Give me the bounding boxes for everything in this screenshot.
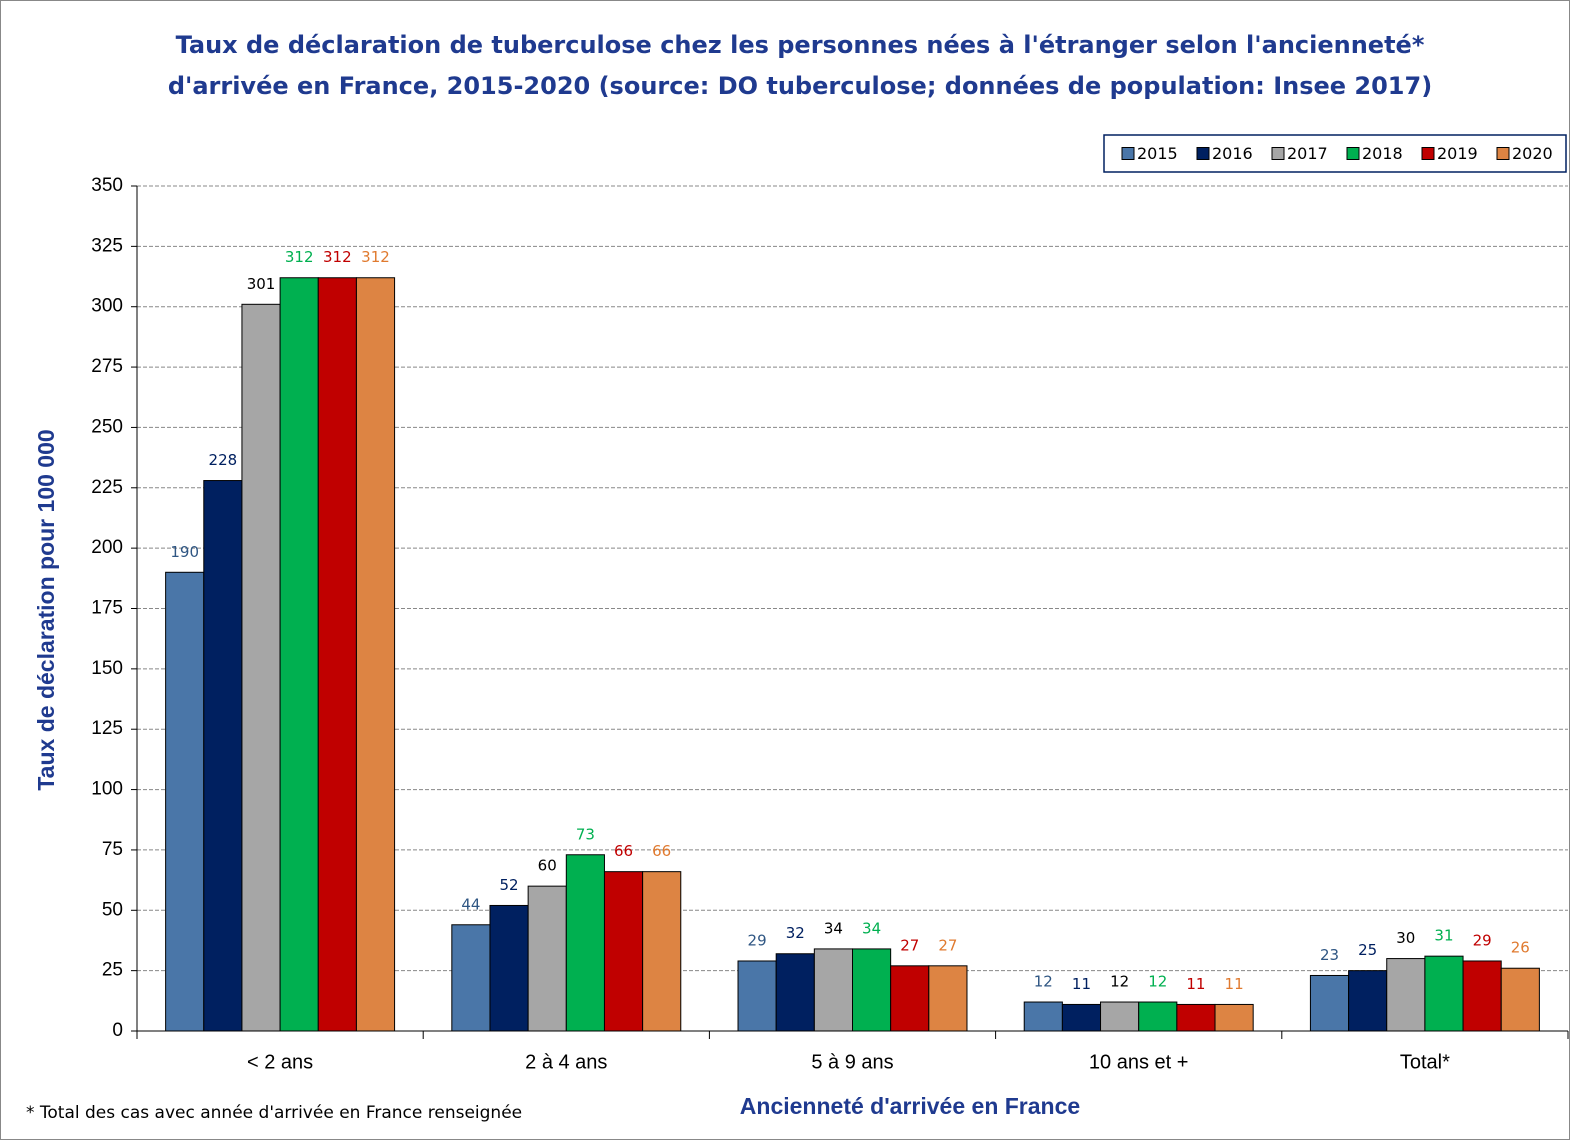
bar xyxy=(1176,1003,1216,1032)
legend-box xyxy=(1103,134,1567,173)
legend-swatch xyxy=(1196,147,1210,160)
data-label: 11 xyxy=(1072,975,1091,993)
data-label: 12 xyxy=(1034,973,1053,991)
legend-swatch xyxy=(1421,147,1435,160)
bar xyxy=(565,854,605,1032)
bar xyxy=(603,871,644,1032)
legend-swatch xyxy=(1271,147,1285,160)
x-tick-label: 2 à 4 ans xyxy=(525,1051,607,1073)
data-label: 30 xyxy=(1396,929,1415,947)
x-tick-label: 5 à 9 ans xyxy=(811,1051,893,1073)
y-tick-label: 225 xyxy=(91,477,123,498)
data-label: 60 xyxy=(538,857,557,875)
bar xyxy=(317,277,357,1032)
data-label: 23 xyxy=(1320,946,1339,964)
bar xyxy=(813,948,854,1032)
bar xyxy=(203,480,243,1032)
data-label: 312 xyxy=(323,248,352,266)
bar xyxy=(489,904,529,1032)
data-label: 11 xyxy=(1186,975,1205,993)
y-tick-label: 25 xyxy=(102,960,123,981)
legend-label: 2017 xyxy=(1287,144,1328,163)
bar xyxy=(279,277,319,1032)
y-tick-label: 100 xyxy=(91,779,123,800)
bar xyxy=(928,965,968,1032)
x-tick-label: Total* xyxy=(1400,1051,1450,1073)
bar xyxy=(1100,1001,1140,1032)
legend-label: 2015 xyxy=(1137,144,1178,163)
bar xyxy=(1138,1001,1178,1032)
bar xyxy=(737,960,777,1032)
bar xyxy=(1214,1003,1254,1032)
bar xyxy=(241,303,281,1032)
footnote: * Total des cas avec année d'arrivée en … xyxy=(26,1103,522,1123)
y-tick-label: 275 xyxy=(91,356,123,377)
legend-label: 2020 xyxy=(1512,144,1553,163)
legend-swatch xyxy=(1496,147,1510,160)
bar xyxy=(1500,967,1540,1032)
data-label: 31 xyxy=(1434,927,1453,945)
data-label: 228 xyxy=(209,451,238,469)
y-tick-label: 125 xyxy=(91,718,123,739)
data-label: 34 xyxy=(824,919,843,937)
y-axis-title: Taux de déclaration pour 100 000 xyxy=(33,429,59,790)
bar xyxy=(527,885,567,1032)
legend-swatch xyxy=(1121,147,1135,160)
bar xyxy=(1348,970,1388,1032)
data-label: 52 xyxy=(500,876,519,894)
bar xyxy=(775,953,815,1032)
data-label: 34 xyxy=(862,919,881,937)
legend-swatch xyxy=(1346,147,1360,160)
data-label: 32 xyxy=(786,924,805,942)
chart-title: d'arrivée en France, 2015-2020 (source: … xyxy=(168,72,1432,100)
data-label: 27 xyxy=(900,936,919,954)
bar xyxy=(355,277,396,1032)
data-label: 312 xyxy=(285,248,314,266)
bar xyxy=(1309,974,1350,1032)
y-tick-label: 50 xyxy=(102,899,123,920)
y-tick-label: 0 xyxy=(112,1020,123,1041)
x-axis-title: Ancienneté d'arrivée en France xyxy=(740,1093,1080,1119)
data-label: 26 xyxy=(1511,939,1530,957)
y-tick-label: 325 xyxy=(91,235,123,256)
y-tick-label: 300 xyxy=(91,296,123,317)
data-label: 190 xyxy=(170,543,199,561)
data-label: 12 xyxy=(1148,973,1167,991)
y-tick-label: 150 xyxy=(91,658,123,679)
data-label: 29 xyxy=(748,931,767,949)
data-label: 73 xyxy=(576,825,595,843)
data-label: 301 xyxy=(247,275,276,293)
data-label: 12 xyxy=(1110,973,1129,991)
y-tick-label: 250 xyxy=(91,416,123,437)
legend-label: 2019 xyxy=(1437,144,1478,163)
data-label: 25 xyxy=(1358,941,1377,959)
bar xyxy=(1061,1003,1102,1032)
y-tick-label: 200 xyxy=(91,537,123,558)
data-label: 312 xyxy=(361,248,390,266)
data-label: 44 xyxy=(461,895,480,913)
bar xyxy=(890,965,930,1032)
data-label: 66 xyxy=(652,842,671,860)
data-label: 66 xyxy=(614,842,633,860)
chart-title: Taux de déclaration de tuberculose chez … xyxy=(176,31,1425,59)
bar xyxy=(1386,958,1426,1032)
y-tick-label: 75 xyxy=(102,839,123,860)
y-tick-label: 350 xyxy=(91,175,123,196)
bar xyxy=(1424,955,1464,1032)
bar xyxy=(1023,1001,1063,1032)
bar xyxy=(165,571,205,1032)
bar xyxy=(642,871,682,1032)
bar xyxy=(451,924,491,1032)
x-tick-label: 10 ans et + xyxy=(1089,1051,1189,1073)
data-label: 11 xyxy=(1225,975,1244,993)
bar xyxy=(852,948,892,1032)
legend-label: 2018 xyxy=(1362,144,1403,163)
data-label: 27 xyxy=(938,936,957,954)
legend-label: 2016 xyxy=(1212,144,1253,163)
data-label: 29 xyxy=(1473,931,1492,949)
x-tick-label: < 2 ans xyxy=(247,1051,313,1073)
bar xyxy=(1462,960,1502,1032)
y-tick-label: 175 xyxy=(91,598,123,619)
